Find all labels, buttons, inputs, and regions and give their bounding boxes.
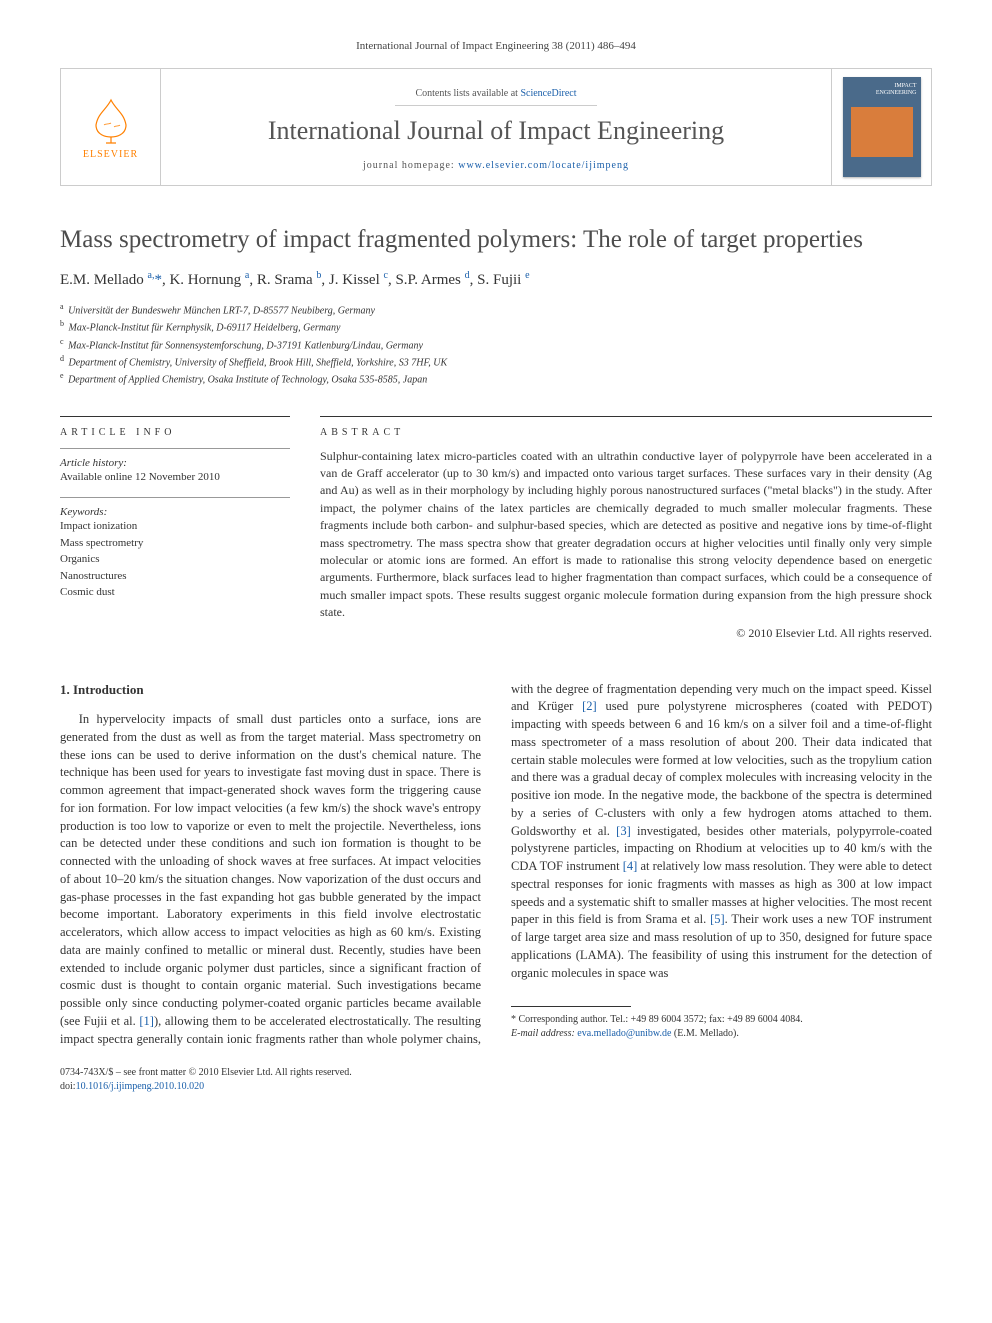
paper-title: Mass spectrometry of impact fragmented p… [60, 226, 932, 254]
history-text: Available online 12 November 2010 [60, 469, 290, 486]
affiliation-line: d Department of Chemistry, University of… [60, 353, 932, 370]
ref-link-3[interactable]: [3] [616, 824, 631, 838]
cover-label-bottom: ENGINEERING [876, 90, 917, 96]
homepage-line: journal homepage: www.elsevier.com/locat… [363, 160, 629, 171]
contents-line: Contents lists available at ScienceDirec… [395, 84, 596, 106]
keyword-item: Mass spectrometry [60, 535, 290, 552]
keyword-item: Impact ionization [60, 518, 290, 535]
abstract-column: ABSTRACT Sulphur-containing latex micro-… [320, 416, 932, 641]
doi-line: doi:10.1016/j.ijimpeng.2010.10.020 [60, 1080, 932, 1094]
affiliation-line: a Universität der Bundeswehr München LRT… [60, 301, 932, 318]
email-suffix: (E.M. Mellado). [671, 1028, 739, 1039]
journal-header-box: ELSEVIER Contents lists available at Sci… [60, 68, 932, 186]
sciencedirect-link[interactable]: ScienceDirect [520, 88, 576, 99]
body-columns: 1. Introduction In hypervelocity impacts… [60, 681, 932, 1049]
abstract-text: Sulphur-containing latex micro-particles… [320, 448, 932, 622]
publisher-logo-cell: ELSEVIER [61, 69, 161, 185]
article-info-heading: ARTICLE INFO [60, 427, 290, 438]
journal-title: International Journal of Impact Engineer… [268, 116, 724, 146]
keyword-item: Nanostructures [60, 568, 290, 585]
abstract-heading: ABSTRACT [320, 427, 932, 438]
affiliation-line: e Department of Applied Chemistry, Osaka… [60, 370, 932, 387]
keyword-item: Organics [60, 551, 290, 568]
corr-text: Corresponding author. Tel.: +49 89 6004 … [516, 1014, 803, 1025]
contents-prefix: Contents lists available at [415, 88, 520, 99]
authors-line: E.M. Mellado a,*, K. Hornung a, R. Srama… [60, 270, 932, 289]
citation-line: International Journal of Impact Engineer… [60, 40, 932, 52]
publisher-logo-label: ELSEVIER [83, 149, 138, 160]
corresponding-author-footnote: * Corresponding author. Tel.: +49 89 600… [511, 1013, 932, 1041]
footer-block: 0734-743X/$ – see front matter © 2010 El… [60, 1066, 932, 1094]
keyword-item: Cosmic dust [60, 584, 290, 601]
intro-heading: 1. Introduction [60, 681, 481, 699]
history-label: Article history: [60, 457, 290, 469]
doi-link[interactable]: 10.1016/j.ijimpeng.2010.10.020 [76, 1081, 205, 1092]
homepage-link[interactable]: www.elsevier.com/locate/ijimpeng [458, 160, 629, 171]
cover-cell: IMPACT ENGINEERING [831, 69, 931, 185]
email-label: E-mail address: [511, 1028, 577, 1039]
affiliations-block: a Universität der Bundeswehr München LRT… [60, 301, 932, 388]
affiliation-line: c Max-Planck-Institut für Sonnensystemfo… [60, 336, 932, 353]
ref-link-2[interactable]: [2] [582, 699, 597, 713]
keywords-label: Keywords: [60, 506, 290, 518]
ref-link-1[interactable]: [1] [139, 1014, 154, 1028]
keywords-list: Impact ionizationMass spectrometryOrgani… [60, 518, 290, 601]
elsevier-tree-icon [86, 95, 136, 145]
ref-link-4[interactable]: [4] [623, 859, 638, 873]
ref-link-5[interactable]: [5] [710, 912, 725, 926]
cover-label-top: IMPACT [894, 83, 916, 89]
history-block: Article history: Available online 12 Nov… [60, 448, 290, 486]
corr-email-link[interactable]: eva.mellado@unibw.de [577, 1028, 671, 1039]
doi-prefix: doi: [60, 1081, 76, 1092]
footnote-separator [511, 1006, 631, 1007]
article-info-column: ARTICLE INFO Article history: Available … [60, 416, 290, 641]
info-abstract-row: ARTICLE INFO Article history: Available … [60, 416, 932, 641]
journal-cover-thumb: IMPACT ENGINEERING [843, 77, 921, 177]
homepage-prefix: journal homepage: [363, 160, 458, 171]
cover-thumb-label: IMPACT ENGINEERING [876, 83, 917, 96]
header-middle: Contents lists available at ScienceDirec… [161, 69, 831, 185]
cover-thumb-image [851, 107, 913, 157]
body-para-1: In hypervelocity impacts of small dust p… [60, 681, 932, 1049]
copyright-line: © 2010 Elsevier Ltd. All rights reserved… [320, 626, 932, 641]
issn-line: 0734-743X/$ – see front matter © 2010 El… [60, 1066, 932, 1080]
affiliation-line: b Max-Planck-Institut für Kernphysik, D-… [60, 318, 932, 335]
keywords-block: Keywords: Impact ionizationMass spectrom… [60, 497, 290, 601]
